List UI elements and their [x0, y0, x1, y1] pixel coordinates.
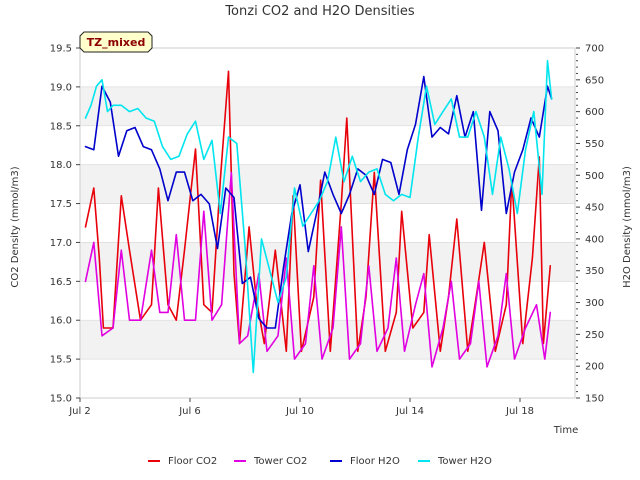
y-right-tick-label: 650: [585, 75, 604, 86]
y-left-tick-label: 18.0: [50, 160, 72, 171]
grid-band: [80, 164, 575, 204]
x-tick-label: Jul 10: [285, 406, 314, 417]
y-right-tick-label: 500: [585, 171, 604, 182]
legend-label: Tower CO2: [253, 456, 307, 467]
y-right-tick-label: 250: [585, 330, 604, 341]
site-badge: TZ_mixed: [79, 31, 153, 53]
y-right-axis-ticks: 150 200 250 300 350 400 450 500 550 600 650 700: [576, 44, 604, 405]
y-right-tick-label: 350: [585, 266, 604, 277]
grid-band: [80, 86, 575, 126]
y-left-axis-label: CO2 Density (mmol/m3): [10, 166, 21, 287]
y-left-tick-label: 19.5: [50, 44, 72, 55]
series-line-floor-h2o: [84, 75, 553, 329]
y-left-axis-ticks: 15.0 15.5 16.0 16.5 17.0 17.5 18.0 18.5 19.0 19.5: [50, 44, 80, 405]
x-tick-label: Jul 2: [68, 406, 91, 417]
series-layer: [84, 59, 553, 374]
legend-label: Tower H2O: [437, 456, 492, 467]
x-axis-ticks: Jul 2 Jul 6 Jul 10 Jul 14 Jul 18: [68, 398, 534, 417]
legend-label: Floor H2O: [350, 456, 400, 467]
y-left-tick-label: 17.0: [50, 238, 72, 249]
y-right-axis-label: H2O Density (mmol/m3): [622, 166, 633, 288]
plot-frame: [79, 47, 576, 399]
site-badge-label: TZ_mixed: [87, 36, 146, 49]
y-right-tick-label: 600: [585, 107, 604, 118]
grid-band: [80, 242, 575, 282]
y-left-tick-label: 16.0: [50, 316, 72, 327]
x-axis-label: Time: [553, 425, 578, 436]
series-line-tower-co2: [84, 171, 552, 368]
chart-title: Tonzi CO2 and H2O Densities: [224, 4, 415, 19]
y-left-tick-label: 15.5: [50, 355, 72, 366]
y-right-tick-label: 400: [585, 234, 604, 245]
y-right-tick-label: 150: [585, 394, 604, 405]
y-right-tick-label: 700: [585, 44, 604, 55]
legend: Floor CO2 Tower CO2 Floor H2O Tower H2O: [148, 456, 492, 467]
y-left-tick-label: 16.5: [50, 277, 72, 288]
y-left-tick-label: 19.0: [50, 82, 72, 93]
x-tick-label: Jul 6: [178, 406, 201, 417]
y-right-tick-label: 450: [585, 203, 604, 214]
y-right-tick-label: 300: [585, 298, 604, 309]
site-badge-box: [79, 31, 153, 53]
y-left-tick-label: 15.0: [50, 394, 72, 405]
series-line-tower-h2o: [84, 59, 553, 374]
x-tick-label: Jul 14: [395, 406, 424, 417]
y-left-tick-label: 18.5: [50, 121, 72, 132]
y-right-tick-label: 550: [585, 139, 604, 150]
legend-label: Floor CO2: [168, 456, 217, 467]
x-tick-label: Jul 18: [505, 406, 534, 417]
y-right-tick-label: 200: [585, 362, 604, 373]
y-left-tick-label: 17.5: [50, 199, 72, 210]
